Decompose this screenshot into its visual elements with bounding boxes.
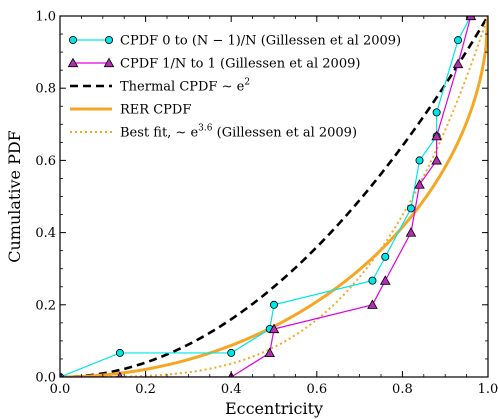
axes: 0.0 0.2 0.4 0.6 0.8 1.0 0.0 0.2 0.4 0.6 0.8 1.0	[35, 10, 498, 398]
series-cpdf-1-point	[380, 275, 391, 285]
legend: CPDF 0 to (N − 1)/N (Gillessen et al 200…	[67, 34, 401, 141]
legend-label-thermal: Thermal CPDF ∼ e2	[120, 78, 250, 95]
x-tick-label: 0.4	[221, 382, 242, 397]
series-cpdf-0-point	[415, 156, 424, 165]
x-axis-label: Eccentricity	[225, 399, 323, 418]
y-tick-label: 0.4	[35, 226, 56, 241]
series-cpdf-0-point	[368, 276, 377, 285]
y-tick-label: 0.0	[35, 371, 56, 386]
series-cpdf-0-point	[406, 204, 415, 213]
series-cpdf-0-point	[381, 252, 390, 261]
legend-marker-cpdf-0	[105, 36, 114, 45]
x-tick-label: 1.0	[478, 382, 498, 397]
legend-label-rer: RER CPDF	[120, 103, 191, 118]
y-tick-label: 0.2	[35, 298, 56, 313]
series-cpdf-1-point	[431, 130, 442, 141]
y-tick-label: 1.0	[35, 10, 56, 25]
legend-marker-cpdf-1	[67, 57, 79, 68]
series-cpdf-0-point	[269, 300, 278, 309]
series-thermal-line	[60, 16, 488, 377]
x-tick-label: 0.0	[50, 382, 71, 397]
series-cpdf-1-point	[367, 299, 378, 309]
legend-label-cpdf-1: CPDF 1/N to 1 (Gillessen et al 2009)	[120, 57, 360, 72]
series-cpdf-0-point	[115, 348, 124, 357]
series-cpdf-1-point	[414, 179, 425, 189]
legend-marker-cpdf-0	[69, 36, 78, 45]
legend-label-best-fit: Best fit, ∼ e3.6 (Gillessen et al 2009)	[120, 124, 357, 141]
y-axis-label: Cumulative PDF	[5, 130, 24, 263]
x-tick-label: 0.2	[135, 382, 156, 397]
x-tick-label: 0.8	[392, 382, 413, 397]
legend-marker-cpdf-1	[103, 57, 115, 68]
series-cpdf-1-point	[405, 227, 417, 237]
series-cpdf-1-point	[264, 347, 275, 358]
series-cpdf-1-point	[452, 58, 464, 69]
x-tick-label: 0.6	[306, 382, 327, 397]
y-tick-label: 0.8	[35, 82, 56, 97]
series-cpdf-0-point	[432, 108, 441, 117]
series-cpdf-0-point	[227, 348, 236, 357]
series-cpdf-0-point	[454, 36, 463, 45]
series-cpdf-1-point	[268, 323, 280, 334]
series-cpdf-1-point	[465, 16, 477, 21]
legend-label-cpdf-0: CPDF 0 to (N − 1)/N (Gillessen et al 200…	[120, 34, 401, 49]
y-tick-label: 0.6	[35, 154, 56, 169]
series-cpdf-1-point	[431, 154, 442, 165]
